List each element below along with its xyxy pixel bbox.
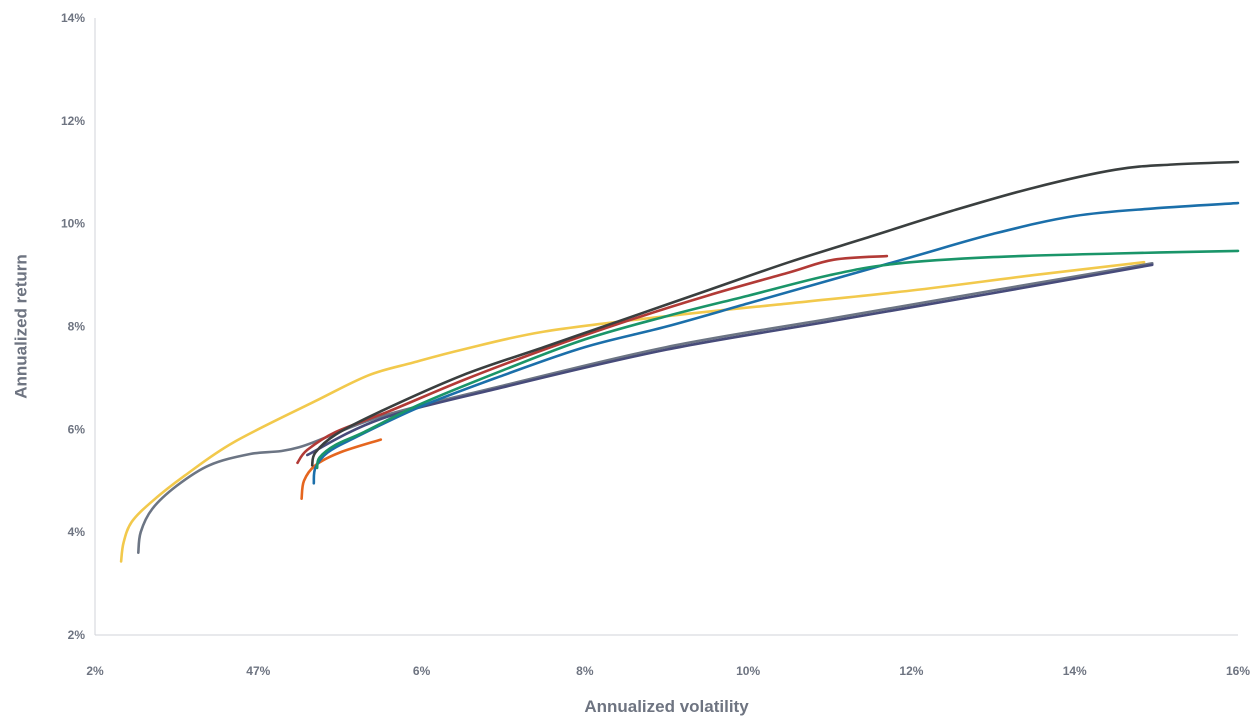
series-line xyxy=(312,201,1240,485)
series-line xyxy=(296,254,889,465)
x-tick-label: 14% xyxy=(1063,664,1087,678)
x-tick-label: 10% xyxy=(736,664,760,678)
y-tick-label: 4% xyxy=(68,525,86,539)
x-tick-label: 47% xyxy=(246,664,270,678)
x-tick-labels: 2% 47% 6% 8% 10% 12% 14% 16% xyxy=(86,664,1250,678)
y-tick-label: 6% xyxy=(68,422,86,436)
y-tick-label: 10% xyxy=(61,217,85,231)
y-tick-label: 8% xyxy=(68,320,86,334)
series-line xyxy=(315,249,1240,470)
series-line xyxy=(306,263,1154,457)
series-line xyxy=(300,438,383,500)
y-tick-label: 12% xyxy=(61,114,85,128)
y-tick-label: 2% xyxy=(68,628,86,642)
series-line xyxy=(119,260,1146,563)
x-tick-label: 12% xyxy=(899,664,923,678)
x-tick-label: 16% xyxy=(1226,664,1250,678)
x-tick-label: 2% xyxy=(86,664,104,678)
y-tick-label: 14% xyxy=(61,11,85,25)
y-tick-labels: 2% 4% 6% 8% 10% 12% 14% xyxy=(61,11,85,642)
y-axis-title: Annualized return xyxy=(11,254,30,399)
series-line xyxy=(137,262,1154,554)
x-tick-label: 6% xyxy=(413,664,431,678)
series-lines xyxy=(119,160,1240,563)
x-tick-label: 8% xyxy=(576,664,594,678)
axes xyxy=(94,18,1238,636)
series-line xyxy=(310,160,1240,467)
x-axis-title: Annualized volatility xyxy=(584,697,749,716)
